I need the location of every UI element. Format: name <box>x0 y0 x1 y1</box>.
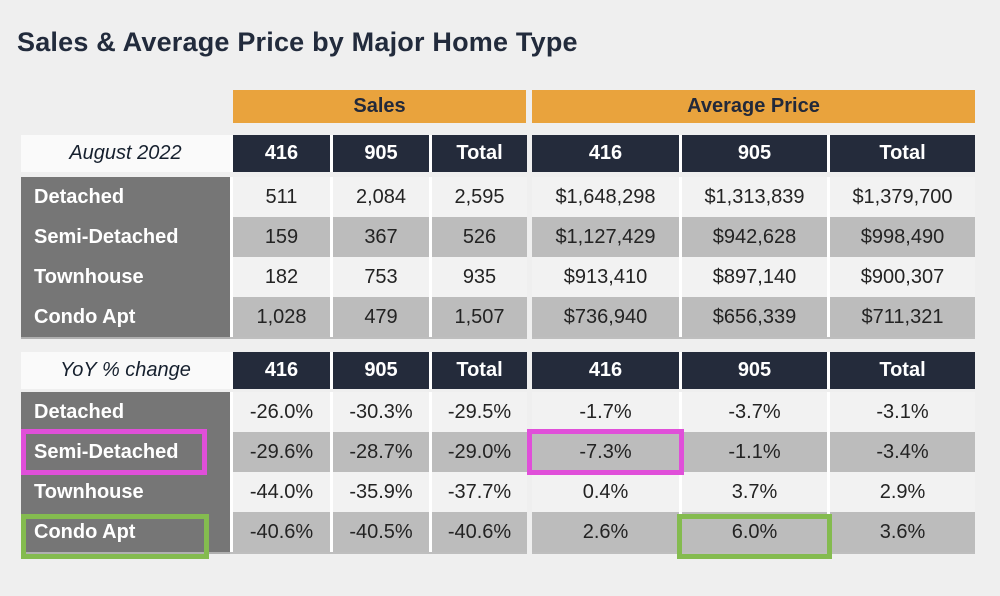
table-cell: -26.0% <box>233 392 330 432</box>
sales-column-headers-yoy: 416 905 Total <box>230 352 527 389</box>
table-cell: $942,628 <box>682 217 827 257</box>
table-cell: -35.9% <box>333 472 429 512</box>
col-header-416: 416 <box>233 352 330 389</box>
col-header-total: Total <box>830 135 975 172</box>
table-cell: $897,140 <box>682 257 827 297</box>
table-cell: $656,339 <box>682 297 827 337</box>
table-cell: $1,127,429 <box>532 217 679 257</box>
table-cell-highlight-magenta: -7.3% <box>532 432 679 472</box>
table-cell: $998,490 <box>830 217 975 257</box>
table-cell: -40.6% <box>432 512 527 552</box>
label-condo-apt: Condo Apt <box>34 520 136 543</box>
table-cell: -3.4% <box>830 432 975 472</box>
table-cell: 367 <box>333 217 429 257</box>
table-cell: 1,507 <box>432 297 527 337</box>
table-cell: 182 <box>233 257 330 297</box>
table-cell: -3.1% <box>830 392 975 432</box>
home-type-labels-yoy: Detached Semi-Detached Townhouse Condo A… <box>21 392 230 552</box>
avg-price-column-headers: 416 905 Total <box>532 135 975 172</box>
table-cell: $1,379,700 <box>830 177 975 217</box>
sales-data-august: 511 2,084 2,595 159 367 526 182 753 935 … <box>230 177 527 337</box>
avg-price-data-august: $1,648,298 $1,313,839 $1,379,700 $1,127,… <box>532 177 975 337</box>
col-header-total: Total <box>432 135 527 172</box>
sales-column-headers: 416 905 Total <box>230 135 527 172</box>
col-header-416: 416 <box>233 135 330 172</box>
table-cell: -1.7% <box>532 392 679 432</box>
table-cell: 479 <box>333 297 429 337</box>
table-cell: $711,321 <box>830 297 975 337</box>
table-cell: 1,028 <box>233 297 330 337</box>
table-cell: $736,940 <box>532 297 679 337</box>
table-cell: 159 <box>233 217 330 257</box>
table-cell: -44.0% <box>233 472 330 512</box>
table-cell: -3.7% <box>682 392 827 432</box>
label-condo-apt: Condo Apt <box>34 305 136 328</box>
table-cell: 511 <box>233 177 330 217</box>
table-cell: 2.6% <box>532 512 679 552</box>
table-cell: -1.1% <box>682 432 827 472</box>
table-cell: 3.6% <box>830 512 975 552</box>
label-detached: Detached <box>34 185 125 208</box>
table-cell: 935 <box>432 257 527 297</box>
corner-yoy-change: YoY % change <box>21 352 230 389</box>
table-cell: 2.9% <box>830 472 975 512</box>
sales-data-yoy: -26.0% -30.3% -29.5% -29.6% -28.7% -29.0… <box>230 392 527 552</box>
table-cell: -40.6% <box>233 512 330 552</box>
avg-price-column-headers-yoy: 416 905 Total <box>532 352 975 389</box>
table-cell: 2,084 <box>333 177 429 217</box>
col-header-416: 416 <box>532 135 679 172</box>
corner-august-2022: August 2022 <box>21 135 230 172</box>
col-header-905: 905 <box>333 135 429 172</box>
average-price-band-header: Average Price <box>532 90 975 123</box>
col-header-total: Total <box>830 352 975 389</box>
table-cell: -29.0% <box>432 432 527 472</box>
table-cell: 753 <box>333 257 429 297</box>
col-header-905: 905 <box>682 135 827 172</box>
label-detached: Detached <box>34 400 125 423</box>
label-semi-detached: Semi-Detached <box>34 440 179 463</box>
col-header-total: Total <box>432 352 527 389</box>
table-cell: 2,595 <box>432 177 527 217</box>
table-cell: $1,648,298 <box>532 177 679 217</box>
table-cell: -29.5% <box>432 392 527 432</box>
table-cell: -29.6% <box>233 432 330 472</box>
table-cell-highlight-green: 6.0% <box>682 512 827 552</box>
table-cell: $900,307 <box>830 257 975 297</box>
label-townhouse: Townhouse <box>34 480 144 503</box>
col-header-905: 905 <box>333 352 429 389</box>
table-cell: -30.3% <box>333 392 429 432</box>
table-cell: $913,410 <box>532 257 679 297</box>
avg-price-data-yoy: -1.7% -3.7% -3.1% -7.3% -1.1% -3.4% 0.4%… <box>532 392 975 552</box>
table-cell: 526 <box>432 217 527 257</box>
sales-band-header: Sales <box>233 90 526 123</box>
table-cell: $1,313,839 <box>682 177 827 217</box>
table-cell: -37.7% <box>432 472 527 512</box>
label-townhouse: Townhouse <box>34 265 144 288</box>
table-cell: -40.5% <box>333 512 429 552</box>
table-cell: 3.7% <box>682 472 827 512</box>
label-semi-detached: Semi-Detached <box>34 225 179 248</box>
home-type-labels-august: Detached Semi-Detached Townhouse Condo A… <box>21 177 230 337</box>
table-cell: -28.7% <box>333 432 429 472</box>
page-title: Sales & Average Price by Major Home Type <box>17 27 578 57</box>
table-cell: 0.4% <box>532 472 679 512</box>
col-header-416: 416 <box>532 352 679 389</box>
col-header-905: 905 <box>682 352 827 389</box>
